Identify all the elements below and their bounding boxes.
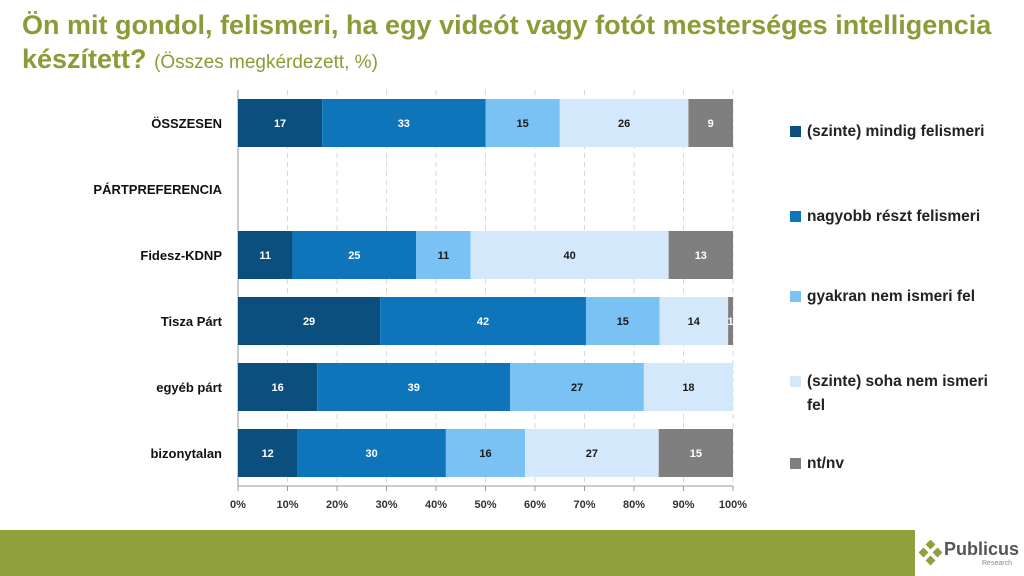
x-tick-label: 40%: [425, 499, 447, 511]
x-tick-label: 100%: [719, 499, 747, 511]
legend-item: (szinte) soha nem ismeri fel: [790, 370, 1010, 418]
category-label: Tisza Párt: [161, 314, 223, 329]
bar-segment: [659, 297, 729, 345]
legend-swatch: [790, 211, 801, 222]
x-tick-label: 0%: [230, 499, 246, 511]
data-label: 39: [408, 382, 420, 394]
legend-swatch: [790, 458, 801, 469]
x-tick-label: 90%: [672, 499, 694, 511]
data-label: 17: [274, 118, 286, 130]
data-label: 12: [262, 448, 274, 460]
data-label: 9: [708, 118, 714, 130]
bar-segment: [668, 231, 733, 279]
data-label: 13: [695, 250, 707, 262]
legend-swatch: [790, 376, 801, 387]
bar-segment: [585, 297, 660, 345]
x-tick-label: 60%: [524, 499, 546, 511]
data-label: 14: [688, 316, 701, 328]
bar-segment: [416, 231, 471, 279]
stacked-bar-chart: 0% 10% 20% 30% 40% 50% 60% 70% 80% 90% 100% ÖSSZESE…: [93, 90, 747, 511]
bar-segment: [238, 363, 318, 411]
bar-segment: [238, 99, 323, 147]
chart-title: Ön mit gondol, felismeri, ha egy videót …: [22, 8, 1012, 80]
legend-label: (szinte) soha nem ismeri fel: [807, 373, 988, 414]
legend-label: gyakran nem ismeri fel: [807, 288, 975, 305]
data-label: 15: [690, 448, 702, 460]
publicus-logo: Publicus Research: [918, 537, 1024, 573]
data-label: 15: [617, 316, 629, 328]
x-tick-label: 70%: [573, 499, 595, 511]
bar-segment: [238, 231, 293, 279]
bar-segment: [317, 363, 511, 411]
legend-item: (szinte) mindig felismeri: [790, 120, 1010, 144]
data-label: 16: [271, 382, 283, 394]
logo-sub: Research: [982, 560, 1012, 567]
category-label: Fidesz-KDNP: [140, 248, 222, 263]
bar-segment: [510, 363, 644, 411]
bar-segment: [292, 231, 417, 279]
logo-diamond-icon: [918, 540, 942, 566]
legend-swatch: [790, 291, 801, 302]
bar-segment: [380, 297, 586, 345]
bar-segment: [688, 99, 733, 147]
x-tick-label: 50%: [474, 499, 496, 511]
legend-label: nt/nv: [807, 455, 845, 472]
data-label: 40: [564, 250, 576, 262]
x-tick-label: 20%: [326, 499, 348, 511]
data-label: 27: [571, 382, 583, 394]
data-label: 29: [303, 316, 315, 328]
data-label: 18: [682, 382, 694, 394]
data-label: 30: [366, 448, 378, 460]
logo-name: Publicus: [944, 539, 1020, 559]
title-main: Ön mit gondol, felismeri, ha egy videót …: [22, 10, 992, 74]
bar-segment: [559, 99, 689, 147]
bar-segment: [322, 99, 486, 147]
data-label: 27: [586, 448, 598, 460]
title-subtitle: (Összes megkérdezett, %): [154, 52, 378, 73]
bar-segment: [485, 99, 560, 147]
footer-band: [0, 530, 915, 576]
data-label: 25: [348, 250, 360, 262]
data-label: 11: [438, 250, 450, 262]
bar-segment: [445, 429, 526, 477]
category-label: ÖSSZESEN: [151, 116, 222, 131]
bar-segment: [525, 429, 659, 477]
data-label: 11: [259, 250, 271, 262]
data-label: 26: [618, 118, 630, 130]
category-label: egyéb párt: [156, 380, 222, 395]
legend-label: (szinte) mindig felismeri: [807, 123, 985, 140]
x-tick-label: 30%: [375, 499, 397, 511]
bar-segment: [297, 429, 446, 477]
x-tick-label: 80%: [623, 499, 645, 511]
bar-segment: [470, 231, 669, 279]
bar-segment: [643, 363, 733, 411]
x-tick-label: 10%: [276, 499, 298, 511]
legend-item: gyakran nem ismeri fel: [790, 285, 1010, 309]
data-label: 33: [398, 118, 410, 130]
bar-segment: [238, 297, 381, 345]
bar-segment: [728, 297, 733, 345]
bar-segment: [238, 429, 298, 477]
category-label: PÁRTPREFERENCIA: [93, 182, 222, 197]
bar-segment: [658, 429, 733, 477]
category-label: bizonytalan: [150, 446, 222, 461]
legend-swatch: [790, 126, 801, 137]
data-label: 1: [727, 316, 733, 328]
legend-item: nt/nv: [790, 452, 1010, 476]
data-label: 42: [477, 316, 489, 328]
legend-label: nagyobb részt felismeri: [807, 208, 981, 225]
data-label: 15: [517, 118, 529, 130]
legend-item: nagyobb részt felismeri: [790, 205, 1010, 229]
data-label: 16: [479, 448, 491, 460]
